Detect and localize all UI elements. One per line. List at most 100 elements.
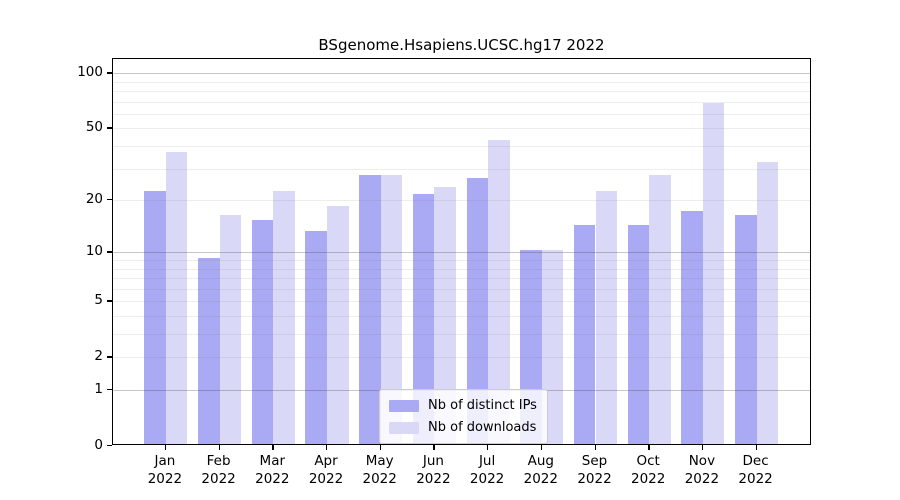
bar-distinct-ips-jul bbox=[466, 177, 489, 444]
y-tick-label-0: 0 bbox=[94, 437, 103, 453]
y-tick-label-1: 1 bbox=[94, 381, 103, 397]
x-tick-month-jul: Jul bbox=[478, 453, 496, 469]
bar-distinct-ips-sep bbox=[573, 225, 596, 444]
gridline-6 bbox=[113, 288, 810, 290]
bar-downloads-mar bbox=[273, 190, 295, 444]
x-tick-month-nov: Nov bbox=[688, 453, 716, 469]
y-tick-label-5: 5 bbox=[94, 292, 103, 309]
gridline-80 bbox=[113, 91, 810, 92]
bar-distinct-ips-jun bbox=[412, 194, 435, 444]
plot-area: Nb of distinct IPs Nb of downloads bbox=[112, 58, 811, 445]
y-tick-mark-20 bbox=[107, 199, 112, 201]
y-tick-label-100: 100 bbox=[77, 64, 103, 81]
x-tick-label-nov: Nov 2022 bbox=[685, 452, 719, 488]
x-tick-year-nov: 2022 bbox=[684, 471, 720, 487]
x-tick-year-mar: 2022 bbox=[255, 471, 290, 487]
x-tick-year-sep: 2022 bbox=[577, 471, 612, 487]
bar-distinct-ips-jan bbox=[144, 190, 166, 444]
gridline-30 bbox=[113, 168, 810, 170]
x-tick-label-jun: Jun 2022 bbox=[416, 452, 450, 488]
bar-downloads-oct bbox=[649, 174, 671, 444]
x-tick-year-jan: 2022 bbox=[147, 471, 183, 487]
x-tick-month-sep: Sep bbox=[581, 453, 608, 469]
bar-distinct-ips-nov bbox=[681, 210, 703, 444]
x-tick-mark-aug bbox=[540, 445, 543, 450]
bar-downloads-jan bbox=[165, 152, 188, 444]
legend-swatch-downloads bbox=[389, 421, 419, 434]
x-tick-year-dec: 2022 bbox=[738, 471, 773, 487]
gridline-50 bbox=[113, 128, 810, 130]
legend-item-downloads: Nb of downloads bbox=[389, 418, 537, 437]
gridline-10 bbox=[113, 252, 810, 254]
bar-downloads-jun bbox=[434, 187, 456, 444]
x-tick-mark-may bbox=[379, 445, 382, 450]
y-tick-label-2: 2 bbox=[94, 348, 103, 365]
x-tick-year-aug: 2022 bbox=[523, 471, 558, 487]
x-tick-month-mar: Mar bbox=[259, 453, 286, 469]
x-tick-mark-sep bbox=[594, 445, 596, 450]
bar-distinct-ips-may bbox=[359, 174, 381, 444]
x-tick-label-jan: Jan 2022 bbox=[148, 452, 182, 488]
x-tick-month-jan: Jan bbox=[154, 453, 176, 469]
x-tick-month-may: May bbox=[365, 453, 394, 469]
gridline-9 bbox=[113, 260, 810, 261]
x-tick-label-mar: Mar 2022 bbox=[255, 452, 289, 488]
gridline-60 bbox=[113, 113, 810, 115]
gridline-90 bbox=[113, 81, 810, 83]
y-tick-mark-10 bbox=[107, 251, 112, 253]
x-tick-mark-dec bbox=[755, 445, 757, 450]
bar-downloads-dec bbox=[756, 161, 779, 444]
bar-downloads-apr bbox=[327, 206, 349, 444]
bar-distinct-ips-feb bbox=[198, 258, 220, 444]
y-tick-label-10: 10 bbox=[85, 243, 103, 260]
y-tick-label-20: 20 bbox=[85, 191, 103, 208]
gridline-7 bbox=[113, 278, 810, 279]
gridline-4 bbox=[113, 316, 810, 317]
gridline-100 bbox=[113, 73, 810, 75]
x-tick-label-apr: Apr 2022 bbox=[309, 452, 343, 488]
y-tick-mark-50 bbox=[107, 127, 112, 129]
y-tick-mark-0 bbox=[107, 445, 112, 447]
gridline-2 bbox=[113, 357, 810, 359]
x-tick-mark-apr bbox=[326, 445, 328, 450]
x-tick-label-oct: Oct 2022 bbox=[631, 452, 665, 488]
bar-distinct-ips-oct bbox=[627, 225, 650, 444]
gridline-40 bbox=[113, 146, 810, 147]
x-tick-year-feb: 2022 bbox=[201, 471, 236, 487]
legend-item-distinct-ips: Nb of distinct IPs bbox=[389, 396, 537, 415]
x-tick-year-apr: 2022 bbox=[308, 471, 344, 487]
x-tick-month-apr: Apr bbox=[314, 453, 338, 469]
bar-distinct-ips-mar bbox=[251, 220, 274, 444]
x-tick-label-sep: Sep 2022 bbox=[577, 452, 611, 488]
x-tick-year-jun: 2022 bbox=[416, 471, 451, 487]
y-tick-label-50: 50 bbox=[85, 119, 103, 136]
x-tick-month-dec: Dec bbox=[742, 453, 769, 469]
bars-layer bbox=[113, 59, 810, 444]
gridline-8 bbox=[113, 268, 810, 270]
bar-downloads-jul bbox=[488, 140, 510, 444]
bar-downloads-feb bbox=[219, 215, 242, 444]
gridline-20 bbox=[113, 200, 810, 202]
x-tick-year-oct: 2022 bbox=[631, 471, 666, 487]
bar-downloads-may bbox=[380, 174, 403, 444]
x-tick-mark-jun bbox=[433, 445, 435, 450]
gridline-3 bbox=[113, 334, 810, 335]
y-tick-mark-1 bbox=[107, 389, 112, 391]
y-tick-mark-100 bbox=[107, 72, 112, 74]
x-tick-mark-jul bbox=[487, 445, 489, 450]
x-tick-label-feb: Feb 2022 bbox=[201, 452, 235, 488]
x-tick-mark-nov bbox=[701, 445, 704, 450]
bar-distinct-ips-dec bbox=[735, 215, 757, 444]
x-tick-month-oct: Oct bbox=[636, 453, 660, 469]
legend-swatch-distinct-ips bbox=[389, 399, 419, 412]
x-tick-mark-oct bbox=[648, 445, 650, 450]
x-tick-mark-feb bbox=[218, 445, 220, 450]
x-tick-mark-jan bbox=[164, 445, 167, 450]
legend-label-distinct-ips: Nb of distinct IPs bbox=[428, 398, 537, 413]
x-tick-mark-mar bbox=[272, 445, 274, 450]
x-tick-year-jul: 2022 bbox=[469, 471, 505, 487]
bar-downloads-nov bbox=[702, 103, 725, 444]
legend: Nb of distinct IPs Nb of downloads bbox=[379, 389, 548, 444]
x-tick-label-aug: Aug 2022 bbox=[524, 452, 558, 488]
